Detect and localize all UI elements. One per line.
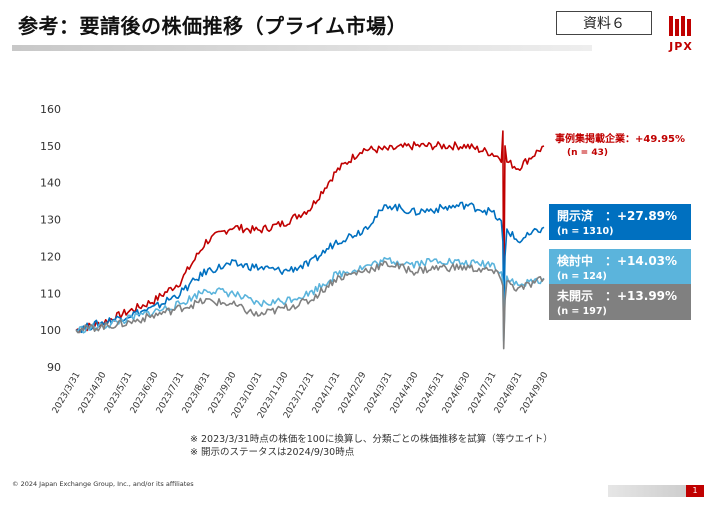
series-line [75,260,545,350]
jpx-logo-text: JPX [669,40,693,53]
series-label-box [549,249,691,285]
footnotes: ※ 2023/3/31時点の株価を100に換算し、分類ごとの株価推移を試算（等ウ… [190,433,553,459]
y-tick-label: 110 [40,287,61,300]
copyright: © 2024 Japan Exchange Group, Inc., and/o… [12,480,194,488]
series-line [75,130,545,333]
y-tick-label: 100 [40,324,61,337]
series-label-box [549,204,691,240]
series-label-box [549,284,691,320]
series-count: (n = 197) [557,306,607,317]
title-underline [12,45,592,51]
page-number: 1 [686,485,704,497]
y-tick-label: 140 [40,177,61,190]
series-label: 開示済 ：+27.89% [557,208,677,223]
page-footer-bar: 1 [608,485,704,497]
y-tick-label: 120 [40,250,61,263]
series-label: 検討中 ：+14.03% [557,253,677,268]
series-count: (n = 124) [557,271,607,282]
y-tick-label: 90 [47,361,61,374]
series-count: (n = 1310) [557,226,613,237]
jpx-logo-mark-icon [669,16,691,36]
series-line [75,201,545,334]
series-count: (n = 43) [567,148,608,158]
jpx-logo: JPX [660,14,702,54]
y-tick-label: 130 [40,214,61,227]
footnote-1: ※ 2023/3/31時点の株価を100に換算し、分類ごとの株価推移を試算（等ウ… [190,434,553,445]
document-label: 資料６ [556,11,652,35]
y-tick-label: 160 [40,103,61,116]
footnote-2: ※ 開示のステータスは2024/9/30時点 [190,447,355,458]
y-tick-label: 150 [40,140,61,153]
series-label: 事例集掲載企業：+49.95% [555,132,685,145]
page-title: 参考：要請後の株価推移（プライム市場） [18,14,408,38]
series-label: 未開示 ：+13.99% [556,288,677,303]
stock-price-chart: 901001101201301401501602023/3/312023/4/3… [40,103,691,420]
